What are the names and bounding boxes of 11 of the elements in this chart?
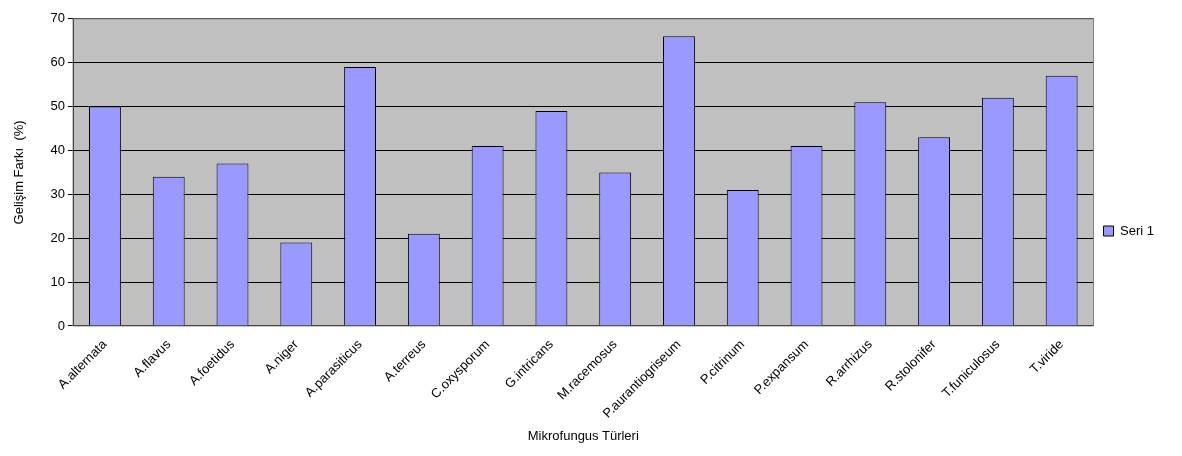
y-tick-label: 60 [50, 54, 66, 70]
y-tick-label: 30 [50, 185, 66, 201]
y-tick-label: 70 [50, 10, 66, 26]
x-axis-title: Mikrofungus Türleri [527, 427, 639, 443]
y-axis-title: Gelişim Farkı (%) [11, 120, 27, 225]
y-tick-label: 40 [50, 142, 66, 158]
y-tick-label: 10 [50, 273, 66, 289]
y-tick-label: 20 [50, 229, 66, 245]
y-tick-label: 50 [50, 98, 66, 114]
y-tick-label: 0 [57, 317, 66, 333]
legend-label: Seri 1 [1120, 222, 1155, 238]
